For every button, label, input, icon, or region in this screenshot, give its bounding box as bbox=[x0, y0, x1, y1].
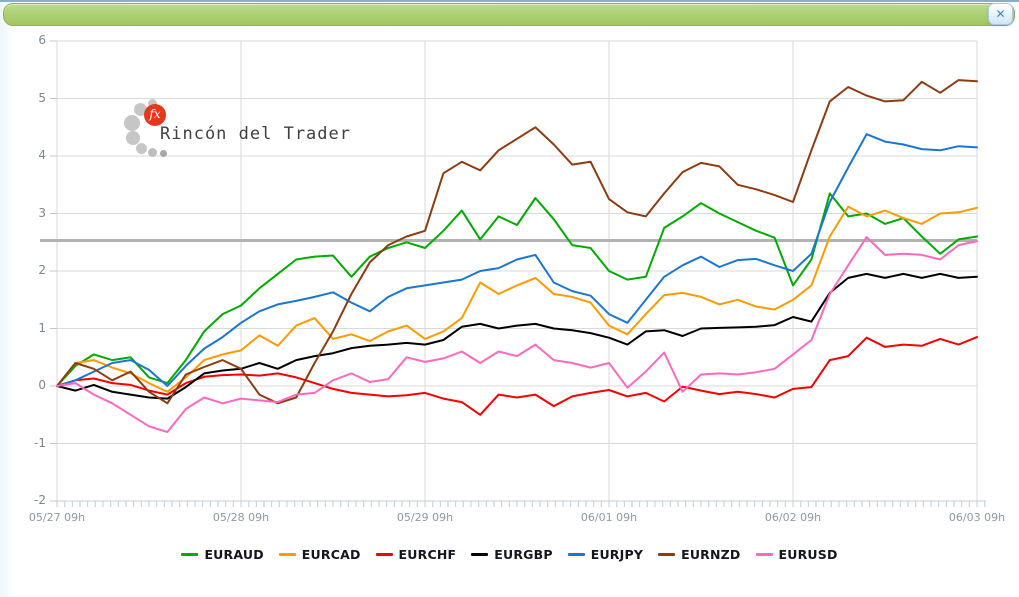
legend-dash-icon bbox=[375, 553, 393, 556]
legend-label: EURJPY bbox=[590, 547, 644, 562]
y-axis-label: 0 bbox=[38, 378, 46, 392]
watermark-dot bbox=[134, 103, 147, 116]
legend-item-EURCHF[interactable]: EURCHF bbox=[375, 547, 457, 562]
watermark-dot bbox=[160, 150, 167, 157]
legend-label: EURUSD bbox=[778, 547, 838, 562]
legend-dash-icon bbox=[471, 553, 489, 556]
y-axis-label: 4 bbox=[38, 148, 46, 162]
close-button[interactable]: ✕ bbox=[988, 3, 1013, 25]
legend-dash-icon bbox=[181, 553, 199, 556]
y-axis-label: 6 bbox=[38, 33, 46, 47]
legend-item-EURNZD[interactable]: EURNZD bbox=[658, 547, 740, 562]
legend-dash-icon bbox=[755, 553, 773, 556]
legend-label: EURGBP bbox=[494, 547, 553, 562]
watermark-dot bbox=[124, 115, 140, 131]
y-axis-label: 3 bbox=[38, 205, 46, 220]
x-axis-label: 05/28 09h bbox=[212, 511, 270, 524]
legend-item-EURCAD[interactable]: EURCAD bbox=[278, 547, 361, 562]
series-line-EURCAD bbox=[56, 205, 978, 393]
legend-item-EURJPY[interactable]: EURJPY bbox=[567, 547, 644, 562]
x-axis-label: 06/03 09h bbox=[948, 511, 1006, 524]
x-axis-label: 05/29 09h bbox=[396, 511, 454, 524]
y-axis-label: 2 bbox=[38, 263, 46, 277]
legend-item-EURAUD[interactable]: EURAUD bbox=[181, 547, 264, 562]
y-axis-label: 1 bbox=[38, 320, 46, 335]
legend-dash-icon bbox=[567, 553, 585, 556]
legend-label: EURCHF bbox=[398, 547, 457, 562]
legend-label: EURAUD bbox=[204, 547, 264, 562]
window-title-bar bbox=[3, 3, 1015, 26]
watermark-dot bbox=[136, 143, 147, 154]
y-axis-label: 5 bbox=[38, 90, 46, 105]
series-line-EURNZD bbox=[56, 79, 978, 405]
legend-item-EURGBP[interactable]: EURGBP bbox=[471, 547, 553, 562]
watermark-dot bbox=[148, 148, 157, 157]
watermark-dot bbox=[148, 99, 157, 108]
fx-logo-text: fx bbox=[149, 107, 161, 121]
y-axis-label: -2 bbox=[34, 493, 46, 507]
legend-dash-icon bbox=[278, 553, 296, 556]
close-icon: ✕ bbox=[995, 7, 1006, 21]
x-axis-label: 06/01 09h bbox=[580, 511, 638, 524]
legend-label: EURCAD bbox=[301, 547, 361, 562]
chart-panel: 6 5 4 3 2 1 0 -1 -2 05/27 09h 05/28 09h 05/29 09h 0… bbox=[0, 28, 1019, 597]
series-line-EURUSD bbox=[56, 236, 978, 433]
series-line-EURGBP bbox=[56, 272, 978, 400]
series-line-EURCHF bbox=[56, 336, 978, 416]
watermark-title: Rincón del Trader bbox=[160, 124, 351, 144]
x-axis-label: 05/27 09h bbox=[28, 511, 86, 524]
window-top-edge bbox=[0, 0, 1019, 2]
y-axis-label: -1 bbox=[34, 435, 46, 450]
x-axis-label: 06/02 09h bbox=[764, 511, 822, 524]
legend-dash-icon bbox=[658, 553, 676, 556]
chart-svg bbox=[40, 40, 986, 507]
watermark-dot bbox=[126, 131, 140, 145]
chart-legend: EURAUD EURCAD EURCHF EURGBP EURJPY EURNZD EURU… bbox=[0, 547, 1019, 562]
fx-logo-icon: fx bbox=[144, 104, 166, 126]
series-line-EURAUD bbox=[56, 192, 978, 387]
legend-item-EURUSD[interactable]: EURUSD bbox=[755, 547, 838, 562]
legend-label: EURNZD bbox=[681, 547, 741, 562]
series-line-EURJPY bbox=[56, 133, 978, 387]
